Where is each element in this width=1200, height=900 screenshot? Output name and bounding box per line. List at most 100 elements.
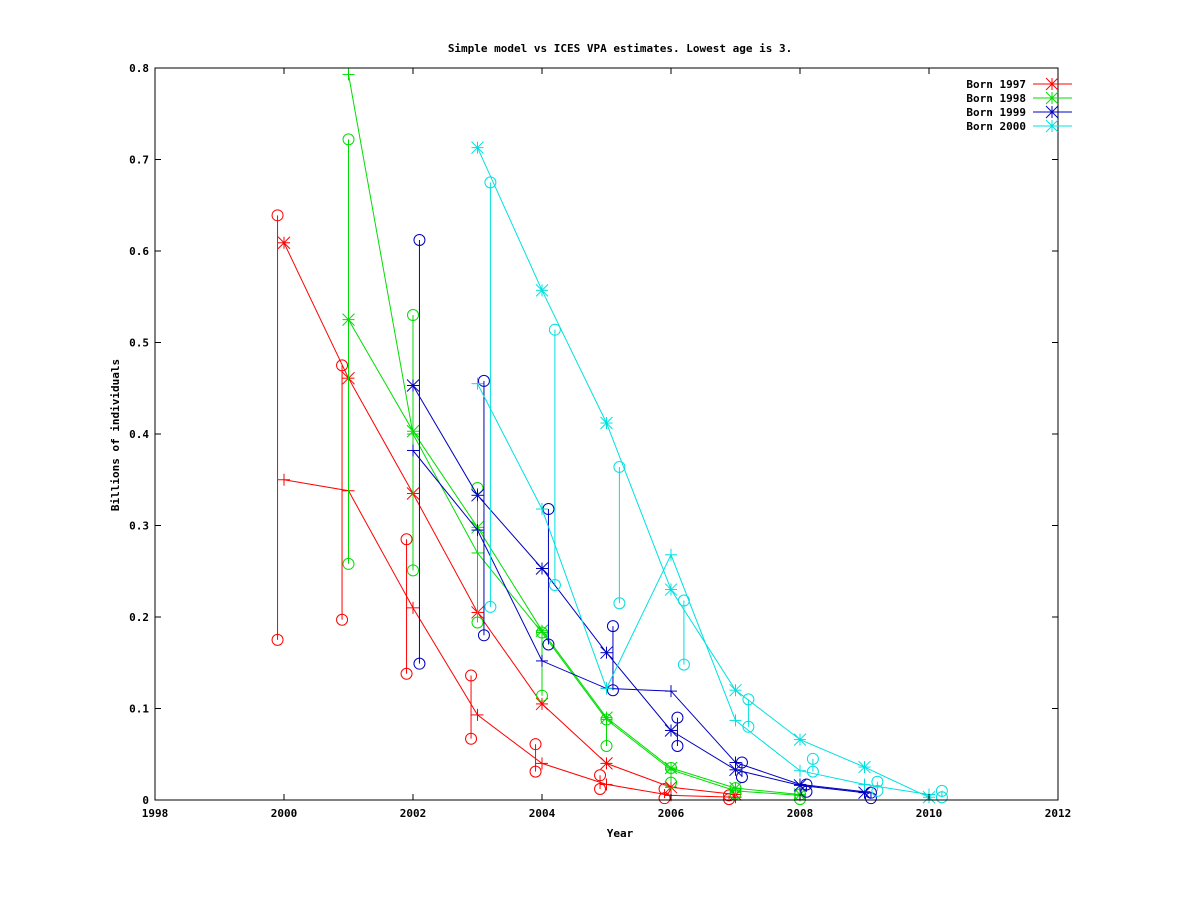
lower-circle-point: [606, 684, 619, 697]
lower-circle-point: [529, 765, 542, 778]
plus-point: [600, 778, 613, 791]
x-tick-label: 2004: [529, 807, 556, 820]
plus-point: [278, 473, 290, 486]
x-tick-label: 2000: [271, 807, 298, 820]
upper-circle-point: [342, 133, 355, 146]
plus-point: [600, 682, 613, 695]
series-layer: [271, 68, 948, 806]
legend-star-marker: [1045, 91, 1059, 105]
y-axis-label: Billions of individuals: [109, 359, 122, 511]
upper-circle-point: [529, 738, 542, 751]
plus-point: [858, 778, 871, 791]
model-line: [477, 147, 930, 798]
legend-star-marker: [1045, 77, 1059, 91]
star-point: [664, 761, 678, 775]
lower-circle-point: [471, 616, 484, 629]
lower-circle-point: [271, 633, 284, 646]
y-tick-label: 0.2: [129, 611, 149, 624]
lower-circle-point: [484, 600, 497, 613]
lower-circle-point: [806, 765, 819, 778]
y-tick-label: 0: [142, 794, 149, 807]
axis-layer: 1998 2000 2002 2004 2006 2008 2010 2012 0 0.1 0.2 0…: [129, 62, 1071, 820]
star-point: [406, 424, 420, 438]
star-point: [858, 760, 871, 774]
y-tick-label: 0.4: [129, 428, 149, 441]
lower-circle-point: [658, 792, 671, 805]
legend-star-marker: [1045, 119, 1059, 133]
plus-point: [471, 708, 484, 721]
legend-label: Born 2000: [966, 120, 1026, 133]
series-2: [342, 68, 807, 806]
upper-circle-point: [677, 594, 690, 607]
star-point: [664, 780, 678, 794]
star-point: [664, 724, 678, 737]
y-tick-label: 0.3: [129, 520, 149, 533]
lower-circle-point: [600, 740, 613, 753]
upper-circle-point: [606, 620, 619, 633]
upper-circle-point: [400, 533, 413, 546]
star-point: [535, 624, 549, 638]
lower-circle-point: [735, 771, 748, 784]
lower-circle-point: [594, 783, 607, 796]
lower-circle-point: [613, 597, 626, 610]
upper-circle-point: [477, 374, 490, 387]
legend-label: Born 1999: [966, 106, 1026, 119]
lower-circle-point: [536, 689, 548, 702]
x-tick-label: 2012: [1045, 807, 1072, 820]
star-point: [600, 711, 613, 725]
plus-point: [665, 685, 677, 698]
star-point: [471, 488, 484, 502]
star-point: [277, 236, 291, 250]
plus-point: [342, 68, 355, 81]
plus-point: [794, 764, 806, 777]
upper-circle-point: [271, 209, 284, 222]
y-tick-label: 0.7: [129, 154, 149, 167]
star-point: [406, 379, 420, 392]
plus-point: [665, 548, 677, 561]
model-line: [412, 385, 865, 794]
legend-label: Born 1997: [966, 78, 1026, 91]
x-axis-label: Year: [607, 827, 634, 840]
plus-point: [471, 546, 484, 559]
upper-circle-point: [407, 309, 419, 322]
plus-point: [536, 757, 548, 770]
lower-circle-point: [677, 658, 690, 671]
y-tick-label: 0.5: [129, 337, 149, 350]
upper-circle-point: [484, 176, 497, 189]
upper-circle-point: [935, 784, 948, 797]
lower-circle-point: [935, 791, 948, 804]
plus-point: [407, 601, 419, 614]
plus-point: [536, 654, 548, 667]
vpa-line: [348, 74, 801, 796]
x-tick-label: 2002: [400, 807, 427, 820]
lower-circle-point: [548, 578, 561, 591]
x-tick-label: 2006: [658, 807, 685, 820]
y-tick-label: 0.6: [129, 245, 149, 258]
upper-circle-point: [613, 460, 626, 473]
series-3: [406, 234, 877, 805]
lower-circle-point: [465, 732, 478, 745]
series-4: [471, 141, 948, 804]
plus-point: [407, 444, 419, 457]
lower-circle-point: [400, 667, 413, 680]
y-tick-label: 0.1: [129, 703, 149, 716]
lower-circle-point: [864, 792, 877, 805]
vpa-line: [412, 450, 865, 793]
upper-circle-point: [742, 693, 755, 706]
chart-title: Simple model vs ICES VPA estimates. Lowe…: [448, 42, 792, 55]
star-point: [729, 683, 742, 697]
plus-point: [471, 524, 484, 537]
lower-circle-point: [871, 784, 884, 797]
lower-circle-point: [742, 720, 755, 733]
upper-circle-point: [465, 669, 478, 682]
plus-point: [536, 503, 548, 516]
upper-circle-point: [658, 783, 671, 796]
star-point: [664, 583, 678, 596]
lower-circle-point: [671, 740, 684, 753]
legend-star-marker: [1045, 105, 1059, 119]
x-tick-label: 2008: [787, 807, 814, 820]
upper-circle-point: [671, 711, 684, 724]
vpa-line: [283, 479, 736, 798]
